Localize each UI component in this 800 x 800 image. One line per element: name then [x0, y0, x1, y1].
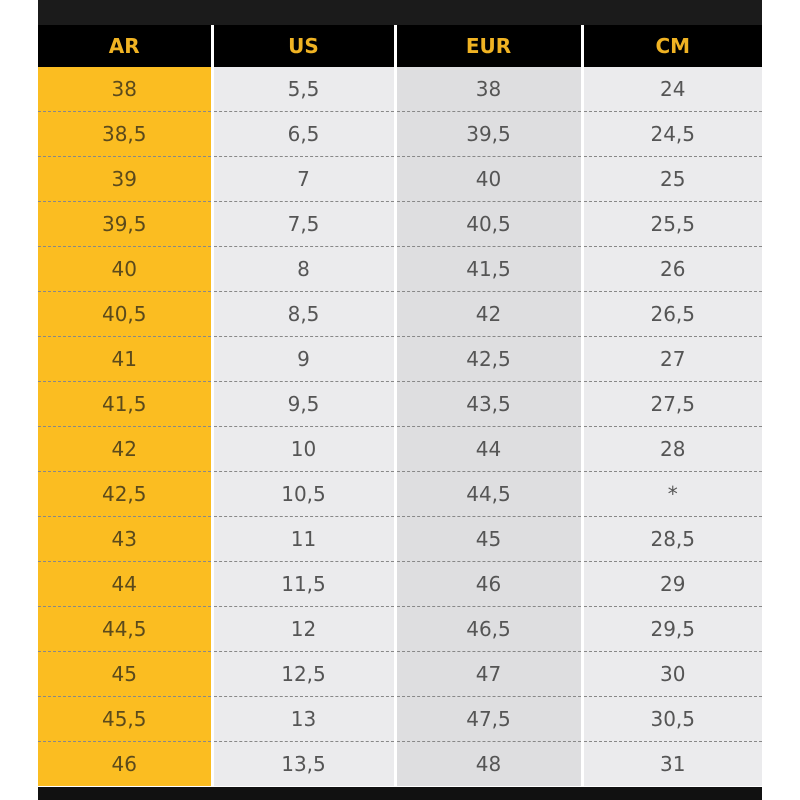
cell-cm: 24,5	[580, 111, 762, 157]
cell-cm: 25	[580, 156, 762, 202]
cell-cm: 27	[580, 336, 762, 382]
cell-ar: 40	[38, 246, 212, 292]
table-row: 39,5 7,5 40,5 25,5	[38, 201, 762, 247]
cell-eur: 42,5	[393, 336, 582, 382]
cell-us: 9	[210, 336, 395, 382]
cell-cm: 28,5	[580, 516, 762, 562]
table-row: 45,5 13 47,5 30,5	[38, 696, 762, 742]
cell-ar: 44,5	[38, 606, 212, 652]
cell-eur: 48	[393, 741, 582, 786]
cell-eur: 43,5	[393, 381, 582, 427]
cell-ar: 39	[38, 156, 212, 202]
cell-eur: 44	[393, 426, 582, 472]
cell-eur: 40	[393, 156, 582, 202]
cell-us: 11	[210, 516, 395, 562]
cell-eur: 47	[393, 651, 582, 697]
table-row: 45 12,5 47 30	[38, 651, 762, 697]
table-row: 44,5 12 46,5 29,5	[38, 606, 762, 652]
cell-eur: 38	[393, 67, 582, 112]
cell-us: 5,5	[210, 67, 395, 112]
cell-ar: 44	[38, 561, 212, 607]
header-row: AR US EUR CM	[38, 25, 762, 67]
table-row: 46 13,5 48 31	[38, 741, 762, 786]
cell-eur: 46,5	[393, 606, 582, 652]
cell-us: 7,5	[210, 201, 395, 247]
cell-ar: 39,5	[38, 201, 212, 247]
header-eur: EUR	[393, 25, 582, 67]
cell-ar: 38,5	[38, 111, 212, 157]
cell-cm: 24	[580, 67, 762, 112]
cell-cm: 30	[580, 651, 762, 697]
cell-us: 8,5	[210, 291, 395, 337]
table-row: 41 9 42,5 27	[38, 336, 762, 382]
table-row: 44 11,5 46 29	[38, 561, 762, 607]
cell-eur: 42	[393, 291, 582, 337]
table-row: 40,5 8,5 42 26,5	[38, 291, 762, 337]
cell-eur: 47,5	[393, 696, 582, 742]
cell-us: 8	[210, 246, 395, 292]
cell-us: 10	[210, 426, 395, 472]
table-row: 41,5 9,5 43,5 27,5	[38, 381, 762, 427]
cell-ar: 42,5	[38, 471, 212, 517]
cell-cm: 26	[580, 246, 762, 292]
cell-ar: 45	[38, 651, 212, 697]
cell-ar: 38	[38, 67, 212, 112]
cell-us: 12	[210, 606, 395, 652]
cell-eur: 39,5	[393, 111, 582, 157]
cell-eur: 44,5	[393, 471, 582, 517]
cell-eur: 40,5	[393, 201, 582, 247]
cell-cm: 29	[580, 561, 762, 607]
table-row: 43 11 45 28,5	[38, 516, 762, 562]
top-bar	[38, 0, 762, 25]
size-chart: AR US EUR CM 38 5,5 38 24 38,5 6,5 39,5 24,5 39 7…	[38, 0, 762, 800]
cell-cm: 30,5	[580, 696, 762, 742]
cell-us: 11,5	[210, 561, 395, 607]
cell-ar: 41,5	[38, 381, 212, 427]
cell-us: 12,5	[210, 651, 395, 697]
cell-eur: 45	[393, 516, 582, 562]
header-cm: CM	[580, 25, 762, 67]
table-row: 38 5,5 38 24	[38, 67, 762, 112]
table-row: 42,5 10,5 44,5 *	[38, 471, 762, 517]
header-us: US	[210, 25, 395, 67]
cell-eur: 41,5	[393, 246, 582, 292]
size-table: AR US EUR CM 38 5,5 38 24 38,5 6,5 39,5 24,5 39 7…	[38, 25, 762, 786]
cell-ar: 41	[38, 336, 212, 382]
cell-cm: 28	[580, 426, 762, 472]
cell-us: 13,5	[210, 741, 395, 786]
cell-ar: 40,5	[38, 291, 212, 337]
cell-cm: 31	[580, 741, 762, 786]
bottom-bar	[38, 787, 762, 800]
cell-cm: 26,5	[580, 291, 762, 337]
cell-us: 9,5	[210, 381, 395, 427]
cell-us: 10,5	[210, 471, 395, 517]
table-row: 38,5 6,5 39,5 24,5	[38, 111, 762, 157]
cell-cm: *	[580, 471, 762, 517]
cell-ar: 43	[38, 516, 212, 562]
cell-cm: 29,5	[580, 606, 762, 652]
table-row: 40 8 41,5 26	[38, 246, 762, 292]
cell-us: 6,5	[210, 111, 395, 157]
cell-us: 7	[210, 156, 395, 202]
cell-eur: 46	[393, 561, 582, 607]
cell-cm: 25,5	[580, 201, 762, 247]
cell-us: 13	[210, 696, 395, 742]
cell-ar: 45,5	[38, 696, 212, 742]
cell-ar: 46	[38, 741, 212, 786]
table-row: 42 10 44 28	[38, 426, 762, 472]
header-ar: AR	[38, 25, 212, 67]
cell-cm: 27,5	[580, 381, 762, 427]
table-row: 39 7 40 25	[38, 156, 762, 202]
cell-ar: 42	[38, 426, 212, 472]
